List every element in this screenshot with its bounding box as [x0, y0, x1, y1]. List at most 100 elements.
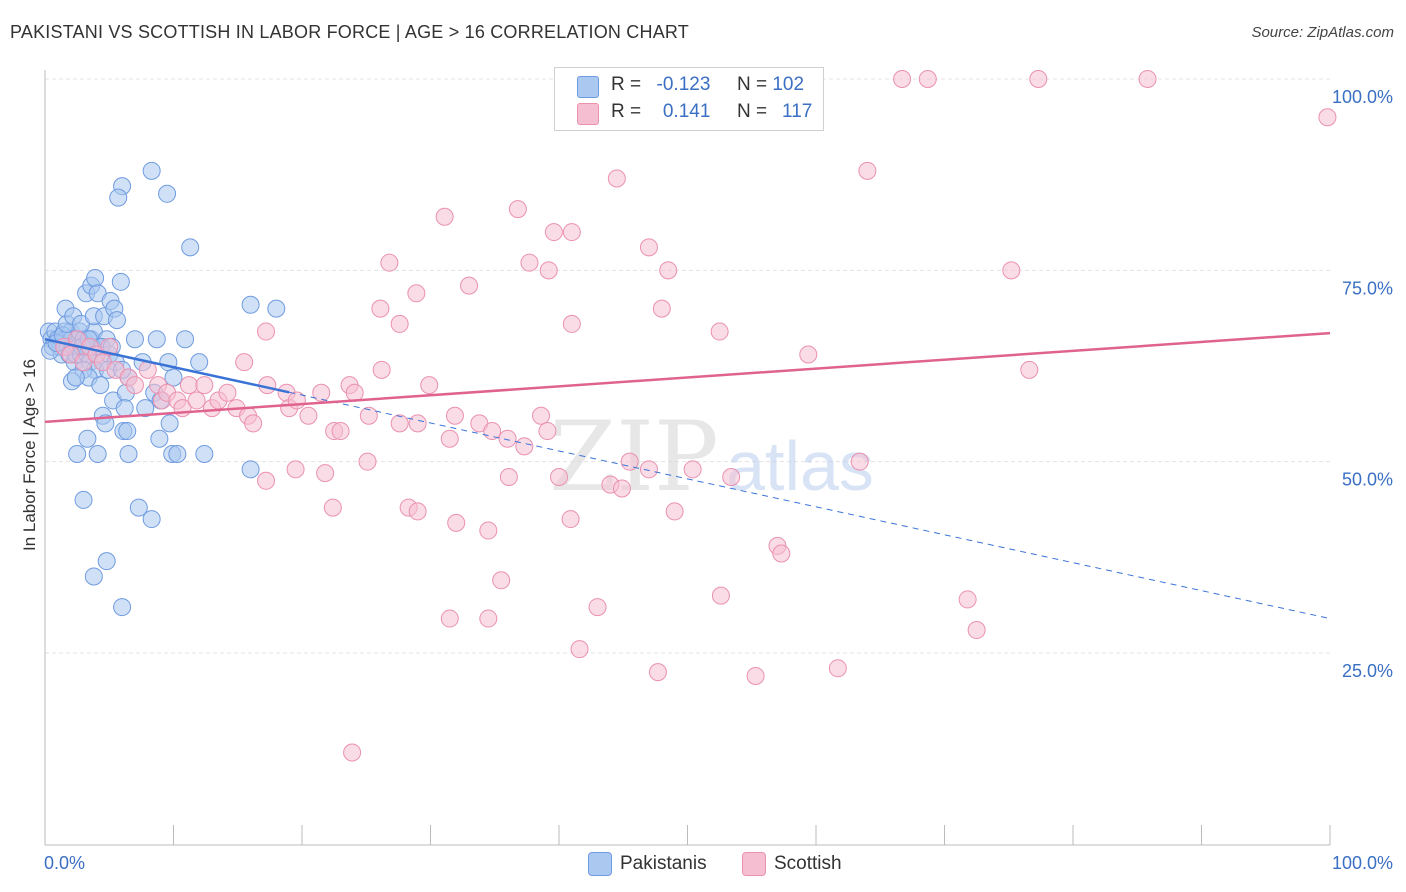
point-scottish [746, 666, 765, 685]
point-scottish [561, 510, 580, 529]
x-tick-label: 0.0% [44, 853, 85, 873]
y-tick-label: 25.0% [1342, 661, 1393, 681]
point-scottish [345, 383, 364, 402]
point-scottish [195, 376, 214, 395]
point-pakistanis [86, 268, 105, 287]
point-scottish [858, 161, 877, 180]
point-pakistanis [176, 330, 195, 349]
y-tick-label: 100.0% [1332, 87, 1393, 107]
point-scottish [257, 322, 276, 341]
point-scottish [125, 376, 144, 395]
point-scottish [316, 464, 335, 483]
point-pakistanis [181, 238, 200, 257]
point-scottish [358, 452, 377, 471]
point-scottish [562, 223, 581, 242]
point-pakistanis [136, 399, 155, 418]
point-scottish [408, 414, 427, 433]
trend-line-scottish [44, 331, 1331, 424]
point-pakistanis [109, 188, 128, 207]
point-pakistanis [107, 311, 126, 330]
point-scottish [665, 502, 684, 521]
point-scottish [532, 406, 551, 425]
point-scottish [539, 261, 558, 280]
point-scottish [515, 437, 534, 456]
point-scottish [408, 502, 427, 521]
point-scottish [1020, 360, 1039, 379]
point-scottish [407, 284, 426, 303]
point-scottish [235, 353, 254, 372]
point-scottish [244, 414, 263, 433]
point-scottish [440, 429, 459, 448]
point-pakistanis [97, 552, 116, 571]
point-pakistanis [125, 330, 144, 349]
legend-swatch-pakistanis [577, 76, 599, 98]
point-scottish [544, 223, 563, 242]
point-scottish [1318, 108, 1337, 127]
point-scottish [498, 429, 517, 448]
legend-r-label: R = [611, 101, 642, 122]
legend-n-label: N = [736, 101, 768, 122]
point-pakistanis [142, 510, 161, 529]
point-scottish [799, 345, 818, 364]
point-scottish [479, 521, 498, 540]
point-scottish [447, 513, 466, 532]
point-pakistanis [150, 429, 169, 448]
point-scottish [179, 376, 198, 395]
legend-r-label: R = [611, 74, 642, 95]
point-scottish [612, 479, 631, 498]
point-scottish [652, 299, 671, 318]
y-tick-label: 75.0% [1342, 278, 1393, 298]
legend-swatch-scottish [577, 103, 599, 125]
point-scottish [520, 253, 539, 272]
point-pakistanis [160, 414, 179, 433]
bottom-legend-label-scottish: Scottish [774, 853, 842, 874]
point-scottish [483, 422, 502, 441]
point-scottish [828, 659, 847, 678]
point-scottish [299, 406, 318, 425]
point-scottish [1138, 70, 1157, 88]
point-scottish [312, 383, 331, 402]
bottom-legend-swatch-scottish [742, 852, 766, 876]
point-scottish [659, 261, 678, 280]
legend-r-value: -0.123 [656, 74, 711, 95]
bottom-legend-scottish[interactable]: Scottish [742, 851, 872, 877]
point-scottish [343, 743, 362, 762]
point-pakistanis [158, 184, 177, 203]
trend-line-pakistanis-extension [289, 391, 1331, 620]
point-pakistanis [66, 368, 85, 387]
point-scottish [562, 314, 581, 333]
watermark-atlas: atlas [726, 427, 874, 505]
source-credit: Source: ZipAtlas.com [1251, 24, 1394, 41]
point-pakistanis [168, 445, 187, 464]
point-pakistanis [119, 445, 138, 464]
point-scottish [380, 253, 399, 272]
point-pakistanis [147, 330, 166, 349]
point-pakistanis [113, 598, 132, 617]
point-scottish [257, 471, 276, 490]
point-scottish [390, 414, 409, 433]
point-scottish [711, 586, 730, 605]
point-scottish [420, 376, 439, 395]
point-pakistanis [84, 567, 103, 586]
point-pakistanis [164, 368, 183, 387]
point-pakistanis [241, 295, 260, 314]
point-scottish [492, 571, 511, 590]
point-scottish [460, 276, 479, 295]
point-scottish [538, 422, 557, 441]
point-scottish [648, 663, 667, 682]
point-scottish [850, 452, 869, 471]
bottom-legend-label-pakistanis: Pakistanis [620, 853, 707, 874]
point-scottish [499, 467, 518, 486]
point-scottish [967, 621, 986, 640]
point-scottish [218, 383, 237, 402]
point-scottish [570, 640, 589, 659]
point-scottish [710, 322, 729, 341]
point-scottish [772, 544, 791, 563]
point-pakistanis [88, 445, 107, 464]
point-scottish [479, 609, 498, 628]
legend-r-value: 0.141 [662, 101, 711, 122]
point-scottish [607, 169, 626, 188]
bottom-legend-pakistanis[interactable]: Pakistanis [588, 851, 728, 877]
point-scottish [440, 609, 459, 628]
